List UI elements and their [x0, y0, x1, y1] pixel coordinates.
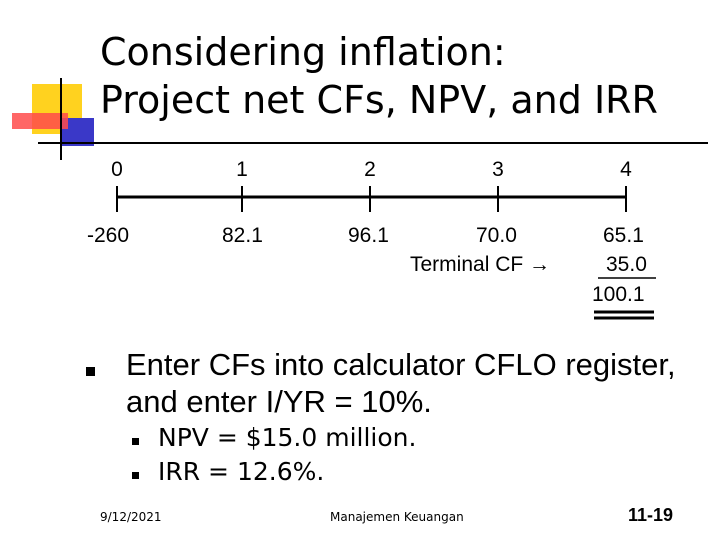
- terminal-cf-label: Terminal CF →: [410, 253, 551, 276]
- period-2: 2: [364, 158, 376, 181]
- sub-bullet-square-icon: [132, 438, 139, 445]
- cash-flow-3: 70.0: [476, 224, 517, 247]
- footer-date: 9/12/2021: [100, 510, 162, 524]
- total-cf-value: 100.1: [592, 283, 645, 306]
- period-4: 4: [620, 158, 632, 181]
- period-1: 1: [236, 158, 248, 181]
- main-bullet-line-1: Enter CFs into calculator CFLO register,: [126, 347, 676, 382]
- bullet-square-icon: [86, 367, 95, 376]
- sub-bullet-irr: IRR = 12.6%.: [158, 457, 325, 486]
- decor-red-bar: [12, 113, 68, 129]
- sub-bullet-square-icon: [132, 472, 139, 479]
- period-3: 3: [492, 158, 504, 181]
- title-line-1: Considering inflation:: [100, 30, 506, 74]
- period-0: 0: [111, 158, 123, 181]
- slide-title: Considering inflation: Project net CFs, …: [100, 28, 658, 124]
- terminal-cf-value: 35.0: [606, 253, 647, 276]
- footer-course: Manajemen Keuangan: [330, 510, 464, 524]
- title-line-2: Project net CFs, NPV, and IRR: [100, 78, 658, 122]
- cash-flow-4: 65.1: [603, 224, 644, 247]
- slide-number: 11-19: [628, 505, 674, 525]
- main-bullet-line-2: and enter I/YR = 10%.: [126, 384, 432, 419]
- cash-flow-0: -260: [87, 224, 130, 247]
- decor-vertical-line: [60, 78, 62, 160]
- cash-flow-2: 96.1: [348, 224, 389, 247]
- main-bullet-text: Enter CFs into calculator CFLO register,…: [126, 346, 676, 420]
- cash-flow-1: 82.1: [222, 224, 263, 247]
- sub-bullet-npv: NPV = $15.0 million.: [158, 423, 417, 452]
- decor-horizontal-line: [38, 142, 708, 144]
